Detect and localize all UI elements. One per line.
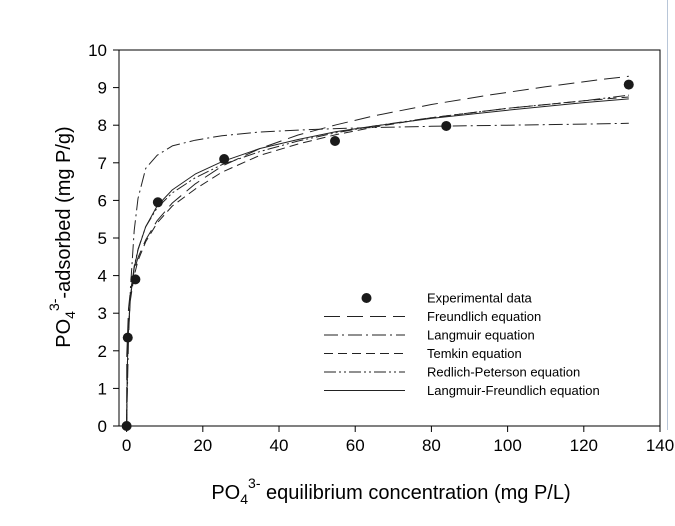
x-axis-title: PO43- equilibrium concentration (mg P/L) [211, 475, 570, 507]
x-tick-label: 20 [193, 436, 212, 455]
data-point [441, 120, 452, 131]
x-tick-label: 120 [570, 436, 598, 455]
y-tick-label: 0 [98, 417, 107, 436]
legend-label-experimental-data: Experimental data [427, 291, 533, 306]
legend: Experimental data Freundlich equation Lang… [324, 291, 600, 398]
y-tick-label: 7 [98, 154, 107, 173]
y-tick-label: 1 [98, 379, 107, 398]
x-axis-ticks: 0 20 40 60 80 100 120 140 [122, 426, 674, 455]
experimental-points [121, 79, 634, 431]
x-tick-label: 40 [270, 436, 289, 455]
y-axis-title: PO43--adsorbed (mg P/g) [46, 126, 78, 347]
y-tick-label: 10 [88, 41, 107, 60]
legend-symbol-experimental-data [361, 293, 372, 303]
x-tick-label: 80 [422, 436, 441, 455]
data-point [122, 332, 133, 343]
x-tick-label: 100 [493, 436, 521, 455]
series-line-freundlich-equation [126, 75, 629, 427]
data-point [623, 79, 634, 90]
x-tick-label: 60 [346, 436, 365, 455]
y-tick-label: 4 [98, 267, 107, 286]
y-tick-label: 3 [98, 304, 107, 323]
y-axis-ticks: 0 1 2 3 4 5 6 7 8 9 10 [88, 41, 119, 436]
data-point [121, 421, 132, 431]
legend-label-temkin-equation: Temkin equation [427, 346, 522, 361]
x-tick-label: 140 [646, 436, 674, 455]
series-line-langmuir-freundlich-equation [126, 98, 629, 427]
y-tick-label: 9 [98, 79, 107, 98]
y-tick-label: 6 [98, 191, 107, 210]
y-tick-label: 8 [98, 116, 107, 135]
x-tick-label: 0 [122, 436, 131, 455]
data-point [330, 135, 341, 146]
legend-label-langmuir-equation: Langmuir equation [427, 328, 535, 343]
data-point [130, 274, 141, 285]
right-edge-divider [667, 0, 668, 430]
data-point [219, 154, 230, 165]
legend-label-freundlich-equation: Freundlich equation [427, 309, 541, 324]
y-tick-label: 2 [98, 342, 107, 361]
legend-label-langmuir-freundlich-equation: Langmuir-Freundlich equation [427, 383, 600, 398]
series-line-langmuir-equation [126, 122, 629, 427]
y-tick-label: 5 [98, 229, 107, 248]
data-point [152, 197, 163, 208]
legend-label-redlich-peterson-equation: Redlich-Peterson equation [427, 365, 580, 380]
